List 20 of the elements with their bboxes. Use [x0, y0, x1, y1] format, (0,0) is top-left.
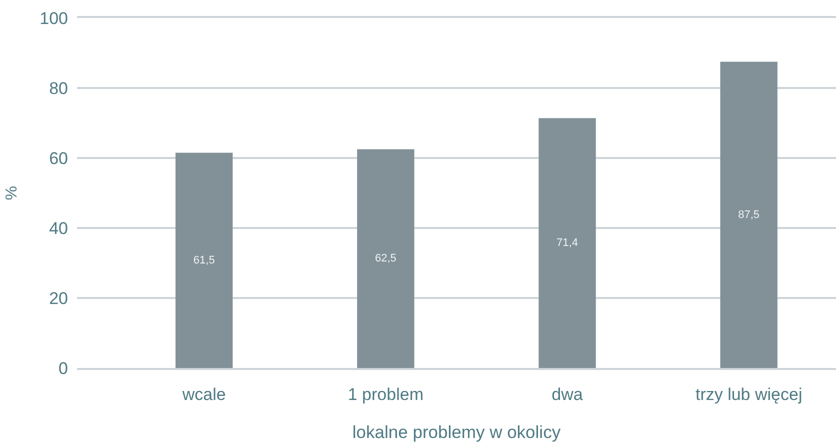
- x-tick-label: dwa: [552, 385, 584, 404]
- x-axis-title: lokalne problemy w okolicy: [352, 422, 561, 442]
- y-axis-title: %: [4, 186, 21, 200]
- x-tick-label: trzy lub więcej: [695, 385, 802, 404]
- data-label: 61,5: [193, 254, 215, 266]
- bar: [720, 62, 778, 368]
- data-label: 71,4: [556, 237, 578, 250]
- data-label: 62,5: [374, 252, 396, 265]
- y-tick-label: 40: [49, 218, 68, 238]
- y-tick-label: 100: [40, 8, 68, 28]
- y-tick-label: 0: [58, 358, 68, 378]
- x-tick-label: 1 problem: [348, 385, 424, 404]
- bar: [357, 149, 414, 368]
- y-tick-label: 80: [49, 78, 68, 98]
- bar: [538, 118, 596, 368]
- bar: [176, 152, 233, 368]
- x-tick-label: wcale: [181, 385, 226, 404]
- y-tick-label: 20: [49, 288, 68, 308]
- y-tick-label: 60: [49, 148, 68, 168]
- data-label: 87,5: [738, 208, 760, 221]
